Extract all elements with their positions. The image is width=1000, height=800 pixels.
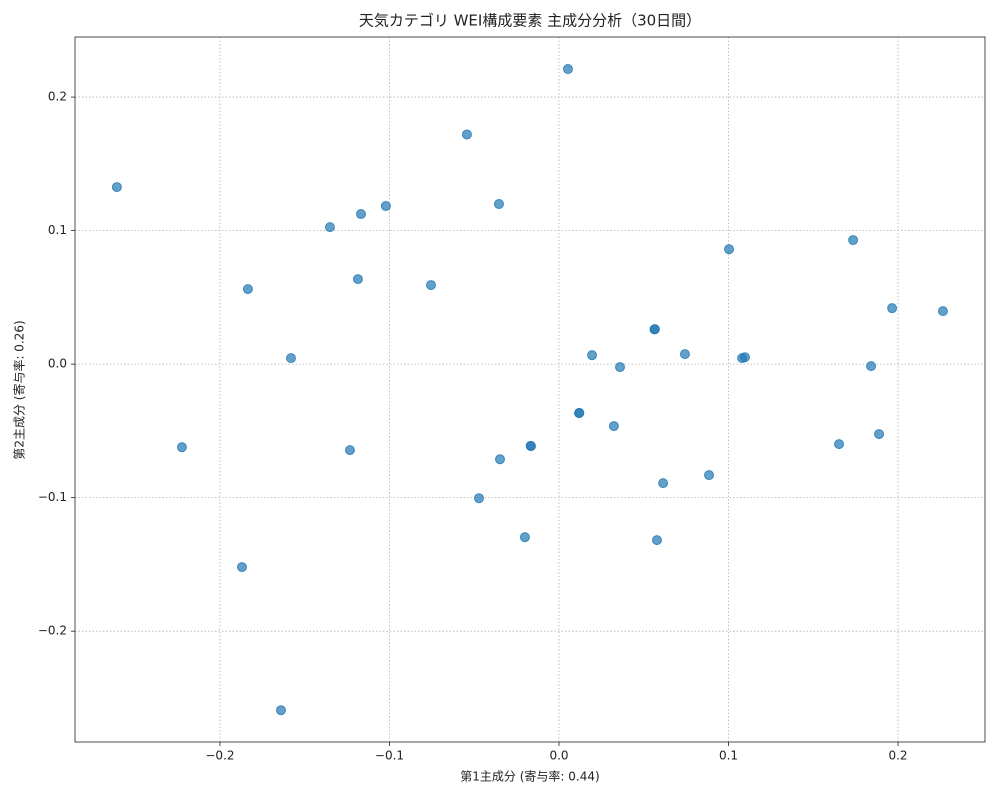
point (866, 361, 877, 372)
point (380, 201, 391, 212)
point (658, 478, 669, 489)
point (461, 129, 472, 140)
point (874, 429, 885, 440)
x-tick-label: −0.1 (375, 749, 404, 763)
point (242, 284, 253, 295)
point (615, 362, 626, 373)
point (887, 303, 898, 314)
point (834, 439, 845, 450)
point (275, 705, 286, 716)
point (704, 470, 715, 481)
point (494, 454, 505, 465)
x-tick-label: −0.2 (205, 749, 234, 763)
point (355, 209, 366, 220)
point (587, 350, 598, 361)
x-tick-label: 0.2 (888, 749, 907, 763)
point (493, 199, 504, 210)
point (608, 421, 619, 432)
point (473, 493, 484, 504)
x-tick-label: 0.1 (719, 749, 738, 763)
y-tick-label: 0.1 (48, 223, 67, 237)
point (649, 324, 660, 335)
point (519, 532, 530, 543)
y-axis-label: 第2主成分 (寄与率: 0.26) (12, 320, 27, 459)
y-tick-label: −0.1 (38, 490, 67, 504)
x-axis-label: 第1主成分 (寄与率: 0.44) (460, 769, 599, 784)
point (562, 64, 573, 75)
point (679, 349, 690, 360)
point (739, 352, 750, 363)
point (352, 274, 363, 285)
point (344, 445, 355, 456)
point (574, 407, 585, 418)
point (111, 182, 122, 193)
point (937, 306, 948, 317)
point (285, 353, 296, 364)
point (176, 442, 187, 453)
point (324, 222, 335, 233)
y-tick-label: −0.2 (38, 624, 67, 638)
point (525, 440, 536, 451)
point (724, 244, 735, 255)
y-tick-label: 0.0 (48, 357, 67, 371)
chart-title: 天気カテゴリ WEI構成要素 主成分分析（30日間） (359, 12, 701, 30)
point (236, 562, 247, 573)
point (425, 280, 436, 291)
plot-frame (74, 36, 986, 743)
point (651, 535, 662, 546)
x-tick-label: 0.0 (549, 749, 568, 763)
y-tick-label: 0.2 (48, 90, 67, 104)
point (848, 235, 859, 246)
